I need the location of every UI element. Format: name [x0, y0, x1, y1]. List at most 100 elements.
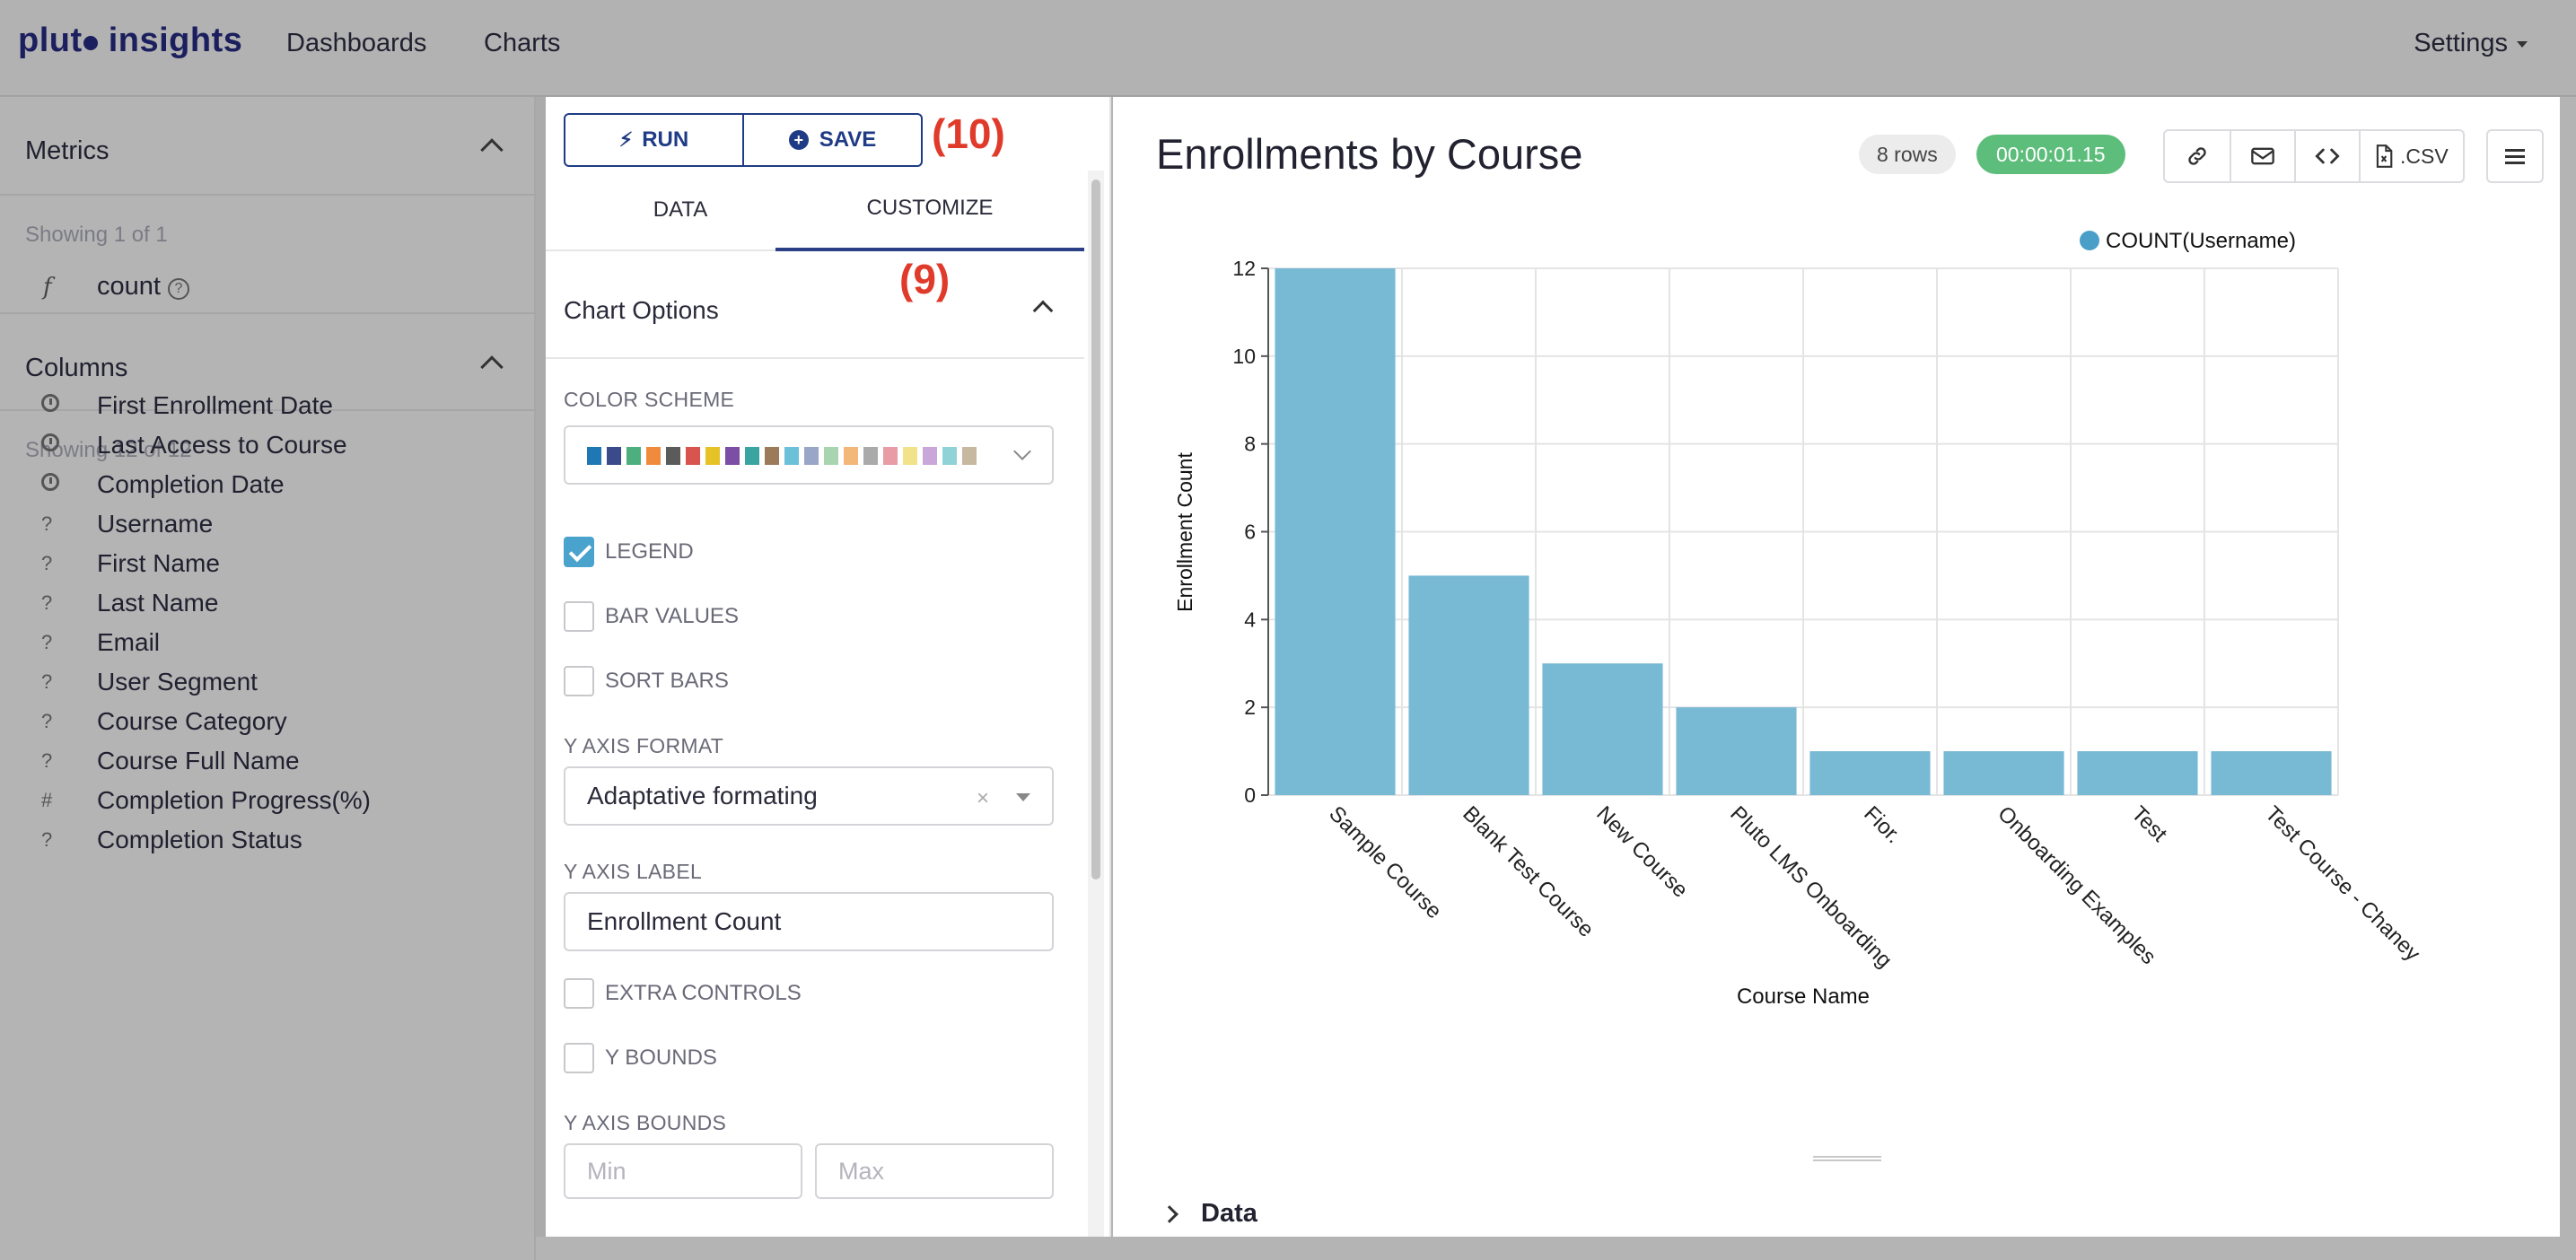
bar: [1676, 707, 1797, 795]
plus-circle-icon: +: [788, 130, 809, 150]
editor-tabs: DATA CUSTOMIZE: [546, 169, 1084, 251]
extra-controls-checkbox[interactable]: [564, 978, 594, 1009]
legend-label: COUNT(Username): [2106, 229, 2296, 253]
color-swatch: [626, 447, 641, 465]
bolt-icon: ⚡︎: [618, 128, 634, 151]
sort-bars-checkbox[interactable]: [564, 666, 594, 696]
annotation-9: (9): [899, 256, 951, 302]
metric-item-count[interactable]: f count?: [25, 272, 189, 302]
column-item[interactable]: ? Last Name: [25, 583, 371, 623]
tab-customize[interactable]: CUSTOMIZE: [775, 169, 1084, 251]
column-name: Last Access to Course: [97, 431, 347, 459]
menu-button[interactable]: [2486, 129, 2544, 183]
y-tick-label: 10: [1232, 345, 1256, 368]
question-icon: ?: [41, 749, 53, 772]
y-axis-label-label: Y AXIS LABEL: [564, 860, 703, 883]
metrics-section-header[interactable]: Metrics: [0, 97, 536, 196]
link-icon[interactable]: [2165, 131, 2230, 181]
column-item[interactable]: ? User Segment: [25, 662, 371, 702]
column-name: Username: [97, 510, 214, 538]
sort-bars-checkbox-row[interactable]: SORT BARS: [564, 666, 729, 696]
column-name: Completion Status: [97, 826, 302, 853]
color-swatch: [725, 447, 740, 465]
column-item[interactable]: # Completion Progress(%): [25, 781, 371, 820]
color-swatch: [804, 447, 819, 465]
color-swatch: [883, 447, 898, 465]
color-swatch: [646, 447, 661, 465]
column-item[interactable]: First Enrollment Date: [25, 386, 371, 425]
metric-name: count: [97, 272, 161, 301]
chart-panel: Enrollments by Course 8 rows 00:00:01.15…: [1113, 97, 2560, 1237]
columns-title: Columns: [25, 354, 128, 382]
sort-bars-label: SORT BARS: [605, 669, 729, 693]
panel-divider: [536, 97, 546, 1260]
chevron-up-icon[interactable]: [1032, 300, 1054, 321]
bar: [1809, 751, 1931, 795]
code-icon[interactable]: [2294, 131, 2359, 181]
y-bounds-checkbox[interactable]: [564, 1043, 594, 1073]
left-sidebar: Metrics Showing 1 of 1 f count? Columns S…: [0, 97, 536, 1260]
y-bounds-label: Y BOUNDS: [605, 1046, 717, 1070]
bar: [1943, 751, 2064, 795]
column-item[interactable]: ? Course Category: [25, 702, 371, 741]
color-swatch: [942, 447, 957, 465]
color-swatch: [844, 447, 858, 465]
clear-icon[interactable]: ×: [976, 786, 989, 810]
bar-values-checkbox[interactable]: [564, 601, 594, 632]
data-section-toggle[interactable]: Data: [1161, 1199, 1257, 1229]
bar-values-checkbox-row[interactable]: BAR VALUES: [564, 601, 739, 632]
chevron-up-icon[interactable]: [480, 355, 504, 379]
column-item[interactable]: Completion Date: [25, 465, 371, 504]
y-bounds-checkbox-row[interactable]: Y BOUNDS: [564, 1043, 717, 1073]
column-name: Course Full Name: [97, 747, 300, 774]
resize-handle[interactable]: [1813, 1156, 1881, 1161]
y-axis-label-input[interactable]: Enrollment Count: [564, 892, 1054, 951]
x-tick-label: Blank Test Course: [1458, 801, 1599, 942]
tab-data[interactable]: DATA: [653, 197, 708, 222]
clock-icon: [25, 394, 97, 417]
dropdown-arrow-icon[interactable]: [1016, 793, 1030, 801]
chart-editor-panel: ⚡︎ RUN + SAVE (10) DATA CUSTOMIZE Chart Op…: [546, 97, 1111, 1237]
export-csv-button[interactable]: .CSV: [2359, 131, 2463, 181]
logo-dot-icon: [83, 36, 98, 50]
bar: [2077, 751, 2198, 795]
pluto-insights-logo[interactable]: plut insights: [18, 22, 243, 59]
settings-menu[interactable]: Settings: [2414, 29, 2528, 58]
color-scheme-select[interactable]: [564, 425, 1054, 485]
bar-values-label: BAR VALUES: [605, 604, 739, 628]
column-name: Completion Date: [97, 470, 285, 498]
columns-section-header[interactable]: Columns: [0, 312, 536, 411]
y-axis-format-value: Adaptative formating: [587, 782, 818, 809]
color-swatch: [666, 447, 680, 465]
column-item[interactable]: ? First Name: [25, 544, 371, 583]
chart-options-header[interactable]: Chart Options: [546, 251, 1084, 359]
metrics-title: Metrics: [25, 136, 110, 165]
run-button[interactable]: ⚡︎ RUN: [618, 127, 689, 152]
mail-icon[interactable]: [2230, 131, 2294, 181]
bar: [1542, 663, 1663, 795]
column-item[interactable]: ? Email: [25, 623, 371, 662]
help-circle-icon[interactable]: ?: [167, 278, 189, 300]
y-axis-label-value: Enrollment Count: [587, 907, 782, 935]
extra-controls-label: EXTRA CONTROLS: [605, 981, 802, 1005]
question-icon: ?: [41, 710, 53, 732]
legend-marker: [2080, 231, 2099, 250]
chevron-up-icon[interactable]: [480, 138, 504, 162]
nav-dashboards[interactable]: Dashboards: [286, 29, 427, 57]
column-item[interactable]: ? Username: [25, 504, 371, 544]
extra-controls-checkbox-row[interactable]: EXTRA CONTROLS: [564, 978, 802, 1009]
y-bound-max-input[interactable]: Max: [815, 1143, 1054, 1199]
column-item[interactable]: ? Course Full Name: [25, 741, 371, 781]
column-item[interactable]: Last Access to Course: [25, 425, 371, 465]
bar-chart: 0 2 4 6 8 10 12 Sample Course Blank Test CourseN…: [1173, 229, 2424, 1009]
y-bound-min-input[interactable]: Min: [564, 1143, 802, 1199]
legend-checkbox[interactable]: [564, 537, 594, 567]
save-button[interactable]: + SAVE: [742, 115, 921, 165]
color-swatch: [765, 447, 779, 465]
column-item[interactable]: ? Completion Status: [25, 820, 371, 860]
y-axis-format-select[interactable]: Adaptative formating ×: [564, 766, 1054, 826]
legend-checkbox-row[interactable]: LEGEND: [564, 537, 694, 567]
nav-charts[interactable]: Charts: [484, 29, 561, 57]
editor-scrollbar[interactable]: [1088, 171, 1104, 1237]
scrollbar-thumb[interactable]: [1091, 179, 1100, 879]
